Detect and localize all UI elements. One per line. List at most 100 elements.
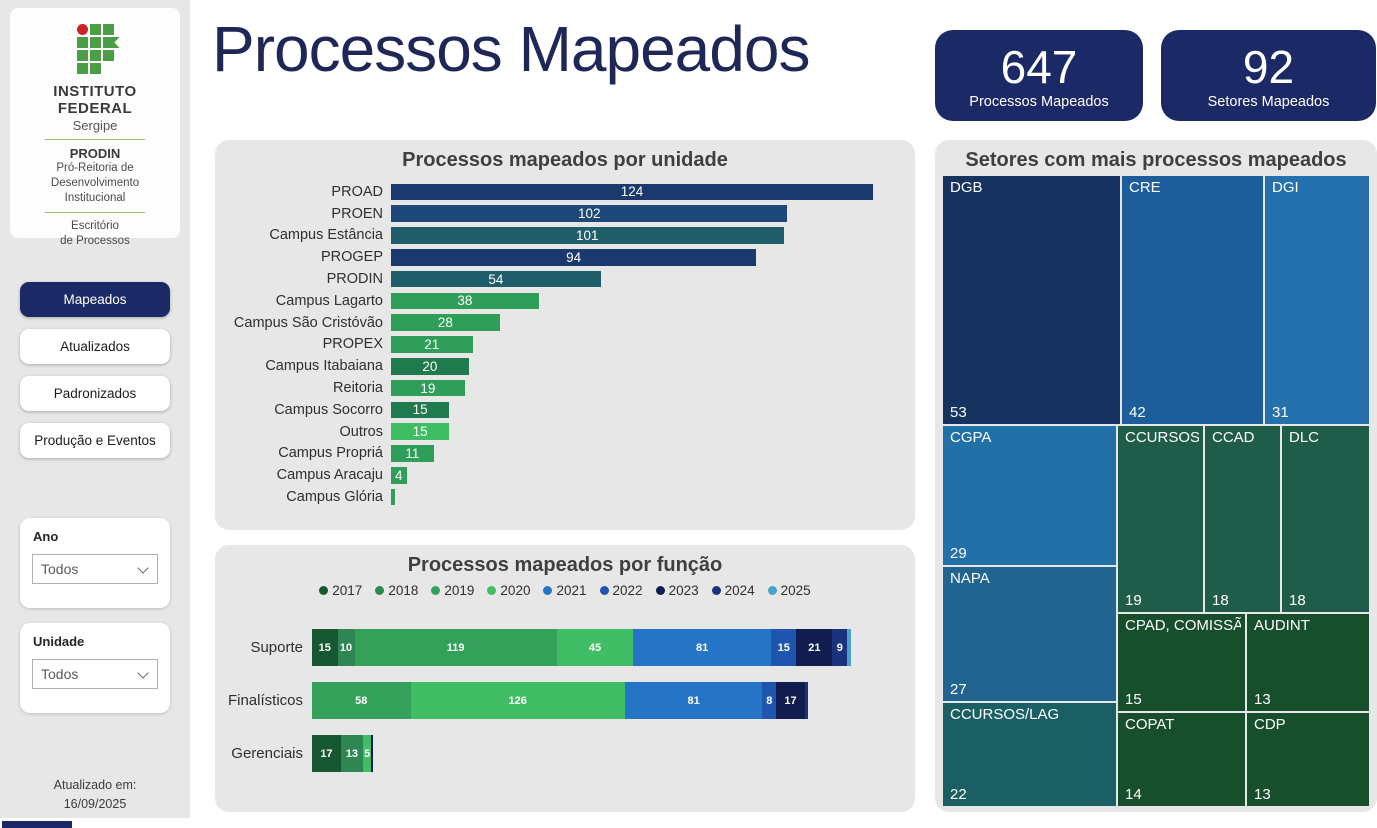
- treemap-cell-label: DGI: [1272, 179, 1299, 196]
- institution-name-line1: INSTITUTO: [53, 83, 137, 100]
- treemap-cell-value: 13: [1254, 691, 1271, 708]
- legend-item-2025[interactable]: 2025: [767, 583, 811, 598]
- treemap-cell-dgi[interactable]: DGI 31: [1265, 176, 1369, 424]
- updated-label: Atualizado em:: [53, 778, 137, 792]
- bar-campus-propri[interactable]: 11: [391, 445, 434, 462]
- treemap-cell-ccursos-lag[interactable]: CCURSOS/LAG 22: [943, 703, 1116, 806]
- bar-row-campus-s-o-crist-v-o: Campus São Cristóvão 28: [223, 312, 915, 334]
- treemap-cell-value: 18: [1289, 592, 1306, 609]
- stacked-segment-2021[interactable]: 81: [633, 629, 771, 666]
- logo-square: [103, 63, 114, 74]
- ano-filter-label: Ano: [33, 529, 59, 544]
- nav-item-mapeados[interactable]: Mapeados: [20, 282, 170, 317]
- segment-value-label: 5: [364, 747, 371, 760]
- segment-value-label: 45: [588, 641, 602, 654]
- bar-value-label: 11: [405, 445, 420, 461]
- treemap-cell-label: DGB: [950, 179, 983, 196]
- bar-campus-s-o-crist-v-o[interactable]: 28: [391, 314, 500, 331]
- bar-category-label: Reitoria: [333, 380, 383, 397]
- bar-value-label: 102: [577, 206, 601, 222]
- treemap-cell-cre[interactable]: CRE 42: [1122, 176, 1263, 424]
- stacked-segment-2017[interactable]: 17: [312, 735, 341, 772]
- nav-item-produ-o-e-eventos[interactable]: Produção e Eventos: [20, 423, 170, 458]
- legend-dot: [599, 586, 609, 595]
- stacked-segment-2024[interactable]: [804, 682, 809, 719]
- bar-proen[interactable]: 102: [391, 205, 788, 222]
- bar-track: 38: [391, 292, 915, 310]
- unit-bar-rows: PROAD 124 PROEN 102 Campus Estância 101 PROGEP…: [215, 181, 915, 508]
- stacked-segment-2022[interactable]: 8: [762, 682, 777, 719]
- legend-label: 2020: [500, 583, 531, 598]
- treemap-cell-value: 15: [1125, 691, 1142, 708]
- stacked-segment-2024[interactable]: 9: [832, 629, 848, 666]
- bar-campus-itabaiana[interactable]: 20: [391, 358, 469, 375]
- bar-track: 15: [391, 401, 915, 419]
- institution-state: Sergipe: [72, 118, 118, 133]
- logo-square: [89, 37, 101, 48]
- stacked-segment-2020[interactable]: 5: [362, 735, 372, 772]
- bar-prodin[interactable]: 54: [391, 270, 601, 288]
- office-line-1: Escritório: [71, 219, 119, 232]
- stacked-segment-2023[interactable]: [371, 735, 374, 772]
- bar-track: 54: [391, 270, 915, 288]
- legend-item-2018[interactable]: 2018: [375, 583, 418, 598]
- stacked-row-suporte: Suporte 15 10 119 45 81 15 21 9: [220, 629, 915, 666]
- stacked-segment-2022[interactable]: 15: [770, 629, 797, 666]
- treemap-cell-label: NAPA: [950, 570, 990, 587]
- stacked-segment-2019[interactable]: 58: [312, 682, 411, 719]
- bar-track: 11: [391, 445, 915, 462]
- legend-item-2021[interactable]: 2021: [543, 583, 587, 598]
- stacked-segment-2023[interactable]: 21: [796, 629, 833, 666]
- bar-campus-aracaju[interactable]: 4: [391, 467, 407, 484]
- treemap-cell-napa[interactable]: NAPA 27: [943, 567, 1116, 701]
- nav-item-atualizados[interactable]: Atualizados: [20, 329, 170, 364]
- legend-item-2023[interactable]: 2023: [655, 583, 699, 598]
- legend-item-2024[interactable]: 2024: [711, 583, 755, 598]
- segment-value-label: 81: [696, 641, 709, 654]
- treemap-cell-cdp[interactable]: CDP 13: [1247, 713, 1369, 806]
- stacked-segment-2021[interactable]: 81: [624, 682, 763, 719]
- stacked-segment-2018[interactable]: 13: [340, 735, 363, 772]
- stacked-category-label: Gerenciais: [231, 745, 303, 762]
- treemap-cell-ccursos[interactable]: CCURSOS... 19: [1118, 426, 1203, 612]
- treemap-cell-dlc[interactable]: DLC 18: [1282, 426, 1369, 612]
- stacked-segment-2019[interactable]: 119: [354, 629, 557, 666]
- bar-campus-est-ncia[interactable]: 101: [391, 227, 784, 244]
- bar-row-progep: PROGEP 94: [223, 246, 915, 268]
- treemap-cell-audint[interactable]: AUDINT 13: [1247, 614, 1369, 711]
- treemap-cell-cgpa[interactable]: CGPA 29: [943, 426, 1116, 565]
- bar-outros[interactable]: 15: [391, 423, 450, 440]
- legend-dot: [711, 586, 721, 595]
- bar-value-label: 28: [437, 315, 453, 331]
- stacked-segment-2018[interactable]: 10: [337, 629, 355, 666]
- stacked-segment-2020[interactable]: 126: [410, 682, 625, 719]
- legend-item-2017[interactable]: 2017: [319, 583, 362, 598]
- treemap-cell-dgb[interactable]: DGB 53: [943, 176, 1120, 424]
- bar-proad[interactable]: 124: [391, 183, 873, 201]
- segment-value-label: 126: [508, 694, 527, 707]
- ano-filter-dropdown[interactable]: Todos: [32, 554, 158, 584]
- unidade-filter-dropdown[interactable]: Todos: [32, 659, 158, 689]
- bar-campus-lagarto[interactable]: 38: [391, 292, 539, 310]
- stacked-row-gerenciais: Gerenciais 17 13 5: [220, 735, 915, 772]
- office-line-2: de Processos: [60, 234, 130, 247]
- treemap-cell-ccad[interactable]: CCAD 18: [1205, 426, 1280, 612]
- stacked-segment-2025[interactable]: [847, 629, 851, 666]
- stacked-segment-2020[interactable]: 45: [556, 629, 634, 666]
- kpi-value: 647: [1000, 41, 1078, 94]
- stacked-segment-2023[interactable]: 17: [776, 682, 805, 719]
- treemap-cell-cpad-comiss[interactable]: CPAD, COMISSÃ... 15: [1118, 614, 1245, 711]
- bar-reitoria[interactable]: 19: [391, 379, 465, 397]
- treemap-cell-copat[interactable]: COPAT 14: [1118, 713, 1245, 806]
- bar-progep[interactable]: 94: [391, 249, 757, 266]
- legend-dot: [375, 586, 385, 595]
- bar-campus-gl-ria[interactable]: [391, 488, 395, 506]
- stacked-segment-2017[interactable]: 15: [312, 629, 338, 666]
- legend-item-2020[interactable]: 2020: [487, 583, 530, 598]
- bar-campus-socorro[interactable]: 15: [391, 401, 450, 419]
- legend-item-2022[interactable]: 2022: [599, 583, 643, 598]
- bar-propex[interactable]: 21: [391, 336, 473, 353]
- nav-item-padronizados[interactable]: Padronizados: [20, 376, 170, 411]
- legend-item-2019[interactable]: 2019: [431, 583, 474, 598]
